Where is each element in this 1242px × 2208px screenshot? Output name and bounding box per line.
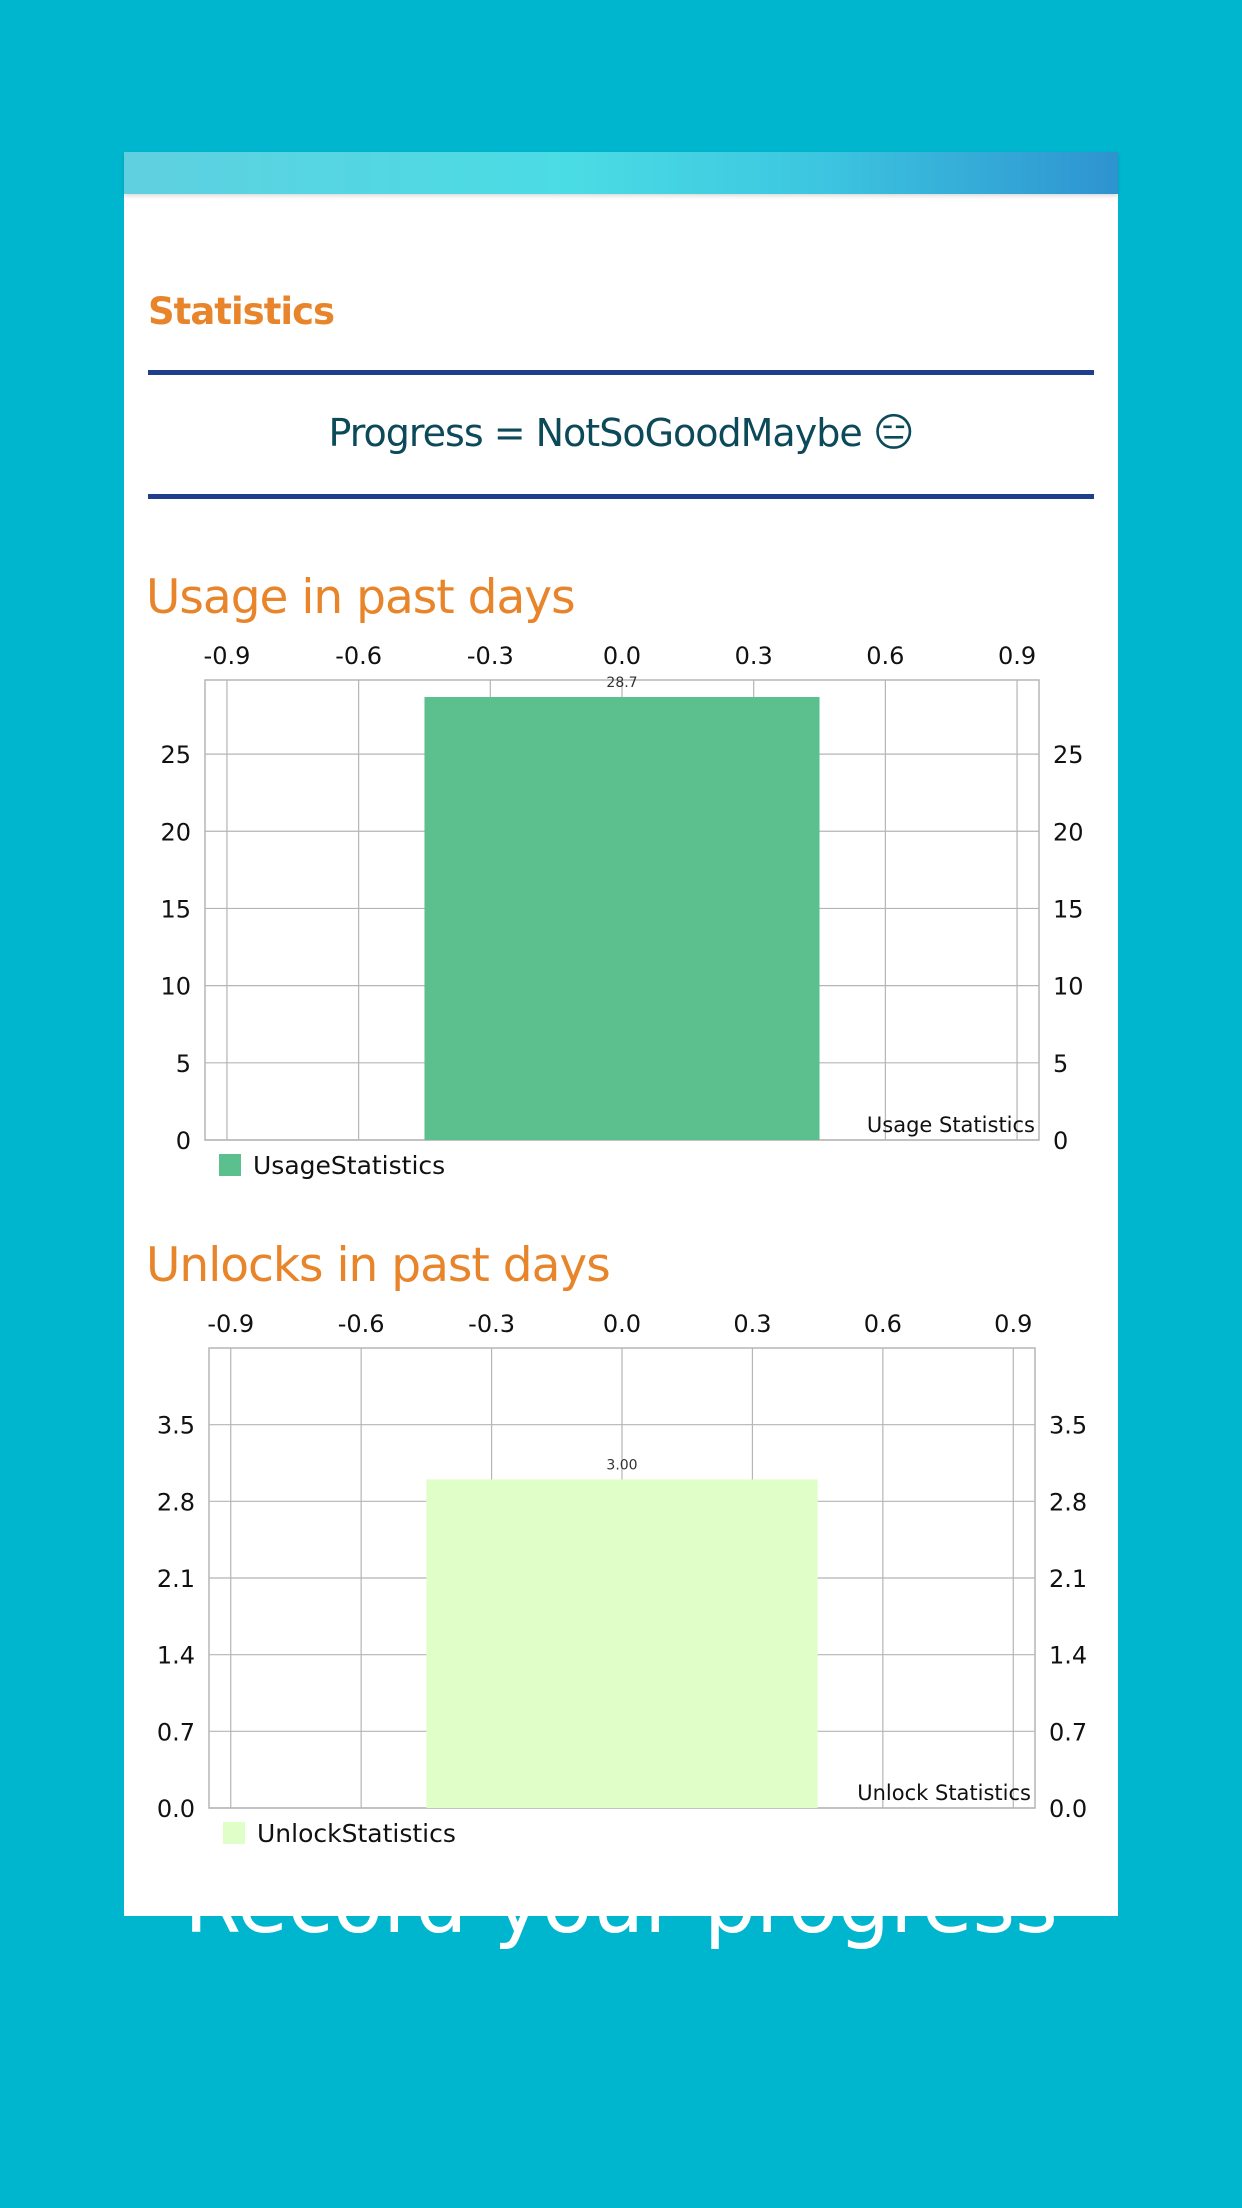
expressionless-face-icon: 😑 xyxy=(872,410,915,456)
x-tick-label: 0.3 xyxy=(733,1310,771,1338)
legend-label: UsageStatistics xyxy=(253,1151,445,1180)
y-tick-label-right: 1.4 xyxy=(1049,1642,1087,1670)
app-screen: Statistics Progress = NotSoGoodMaybe 😑 U… xyxy=(124,152,1118,1916)
chart-svg: -0.9 -0.6 -0.3 0.0 0.3 0.6 0.9 0.0 0.0 0.7 0.7 1.4 1… xyxy=(157,1310,1087,1848)
x-tick-label: 0.3 xyxy=(735,642,773,670)
unlocks-chart: -0.9 -0.6 -0.3 0.0 0.3 0.6 0.9 0.0 0.0 0.7 0.7 1.4 1… xyxy=(124,1298,1118,1858)
bar xyxy=(426,1479,818,1808)
usage-chart: -0.9 -0.6 -0.3 0.0 0.3 0.6 0.9 0 0 5 5 10 10 15 15 20 20… xyxy=(124,630,1118,1190)
bar xyxy=(424,696,820,1140)
section-title: Statistics xyxy=(148,290,335,333)
y-tick-label-left: 15 xyxy=(160,895,191,923)
unlocks-chart-heading: Unlocks in past days xyxy=(146,1238,611,1293)
y-tick-label-left: 5 xyxy=(176,1050,191,1078)
y-tick-label-right: 20 xyxy=(1053,818,1084,846)
y-tick-label-right: 3.5 xyxy=(1049,1412,1087,1440)
bar-value-label: 3.00 xyxy=(606,1457,637,1473)
chart-description: Usage Statistics xyxy=(867,1113,1035,1137)
y-tick-label-right: 5 xyxy=(1053,1050,1068,1078)
x-tick-label: 0.0 xyxy=(603,642,641,670)
y-tick-label-left: 0 xyxy=(176,1127,191,1155)
y-tick-label-right: 0.0 xyxy=(1049,1795,1087,1823)
y-tick-label-left: 25 xyxy=(160,741,191,769)
y-tick-label-right: 2.1 xyxy=(1049,1565,1087,1593)
y-tick-label-left: 3.5 xyxy=(157,1412,195,1440)
x-tick-label: -0.3 xyxy=(467,642,514,670)
bottom-divider xyxy=(148,494,1094,499)
progress-status: Progress = NotSoGoodMaybe 😑 xyxy=(148,410,1094,456)
x-tick-label: 0.6 xyxy=(866,642,904,670)
top-divider xyxy=(148,370,1094,375)
x-tick-label: 0.9 xyxy=(994,1310,1032,1338)
progress-text: Progress = NotSoGoodMaybe xyxy=(328,411,862,455)
y-tick-label-right: 25 xyxy=(1053,741,1084,769)
legend-swatch xyxy=(223,1822,245,1844)
x-tick-label: -0.6 xyxy=(335,642,382,670)
y-tick-label-right: 0 xyxy=(1053,1127,1068,1155)
y-tick-label-left: 10 xyxy=(160,973,191,1001)
x-tick-label: -0.9 xyxy=(207,1310,254,1338)
y-tick-label-right: 15 xyxy=(1053,895,1084,923)
bar-value-label: 28.7 xyxy=(606,675,637,691)
legend-label: UnlockStatistics xyxy=(257,1819,456,1848)
x-tick-label: 0.6 xyxy=(864,1310,902,1338)
y-tick-label-left: 2.8 xyxy=(157,1488,195,1516)
x-tick-label: -0.3 xyxy=(468,1310,515,1338)
y-tick-label-right: 2.8 xyxy=(1049,1488,1087,1516)
y-tick-label-left: 0.7 xyxy=(157,1718,195,1746)
legend-swatch xyxy=(219,1154,241,1176)
y-tick-label-left: 20 xyxy=(160,818,191,846)
app-bar xyxy=(124,152,1118,194)
y-tick-label-left: 0.0 xyxy=(157,1795,195,1823)
x-tick-label: -0.6 xyxy=(338,1310,385,1338)
promo-caption: Record your progress xyxy=(184,1857,1058,1952)
y-tick-label-left: 2.1 xyxy=(157,1565,195,1593)
y-tick-label-right: 0.7 xyxy=(1049,1718,1087,1746)
chart-svg: -0.9 -0.6 -0.3 0.0 0.3 0.6 0.9 0 0 5 5 10 10 15 15 20 20… xyxy=(160,642,1084,1180)
usage-chart-heading: Usage in past days xyxy=(146,570,576,625)
x-tick-label: 0.0 xyxy=(603,1310,641,1338)
y-tick-label-right: 10 xyxy=(1053,973,1084,1001)
y-tick-label-left: 1.4 xyxy=(157,1642,195,1670)
x-tick-label: 0.9 xyxy=(998,642,1036,670)
x-tick-label: -0.9 xyxy=(204,642,251,670)
chart-description: Unlock Statistics xyxy=(857,1781,1031,1805)
